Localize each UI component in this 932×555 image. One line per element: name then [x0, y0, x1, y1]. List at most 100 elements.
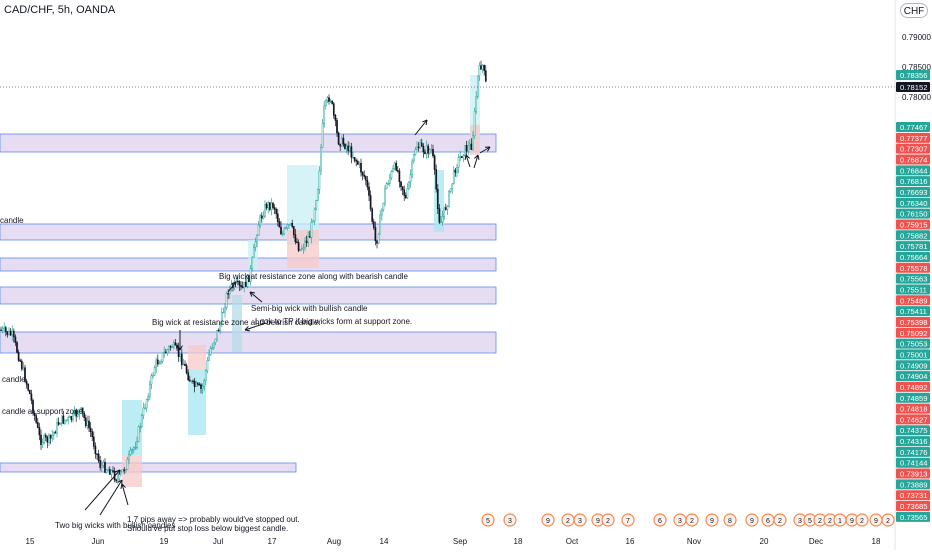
candle: [104, 458, 105, 473]
time-tick-label: Nov: [687, 537, 701, 546]
price-label-tag: 0.74859: [896, 393, 930, 403]
svg-text:0.73731: 0.73731: [900, 491, 927, 500]
event-marker-icon: 9: [870, 514, 882, 526]
price-label-tag: 0.73565: [896, 512, 930, 522]
candle: [359, 161, 360, 168]
price-label-tag: 0.77377: [896, 133, 930, 143]
price-label-tag: 0.76340: [896, 198, 930, 208]
candle: [117, 474, 118, 485]
candle: [480, 61, 481, 70]
time-tick-label: 15: [26, 537, 35, 546]
svg-text:0.74627: 0.74627: [900, 415, 927, 424]
candle: [44, 433, 45, 444]
candle: [324, 101, 325, 128]
svg-text:0.73913: 0.73913: [900, 470, 927, 479]
candle: [242, 282, 243, 289]
candle: [394, 162, 395, 170]
candle: [180, 354, 181, 362]
candle: [376, 241, 377, 249]
price-label-tag: 0.75664: [896, 252, 930, 262]
candle: [53, 431, 54, 440]
event-marker-icon: 2: [774, 514, 786, 526]
candle: [144, 404, 145, 410]
candle: [327, 96, 328, 103]
time-tick-label: Aug: [327, 537, 341, 546]
svg-text:3: 3: [798, 518, 802, 525]
candle: [184, 361, 185, 366]
annotation-3: Big wick at resistance zone along with b…: [219, 272, 409, 281]
candle: [458, 154, 459, 173]
candle: [8, 327, 9, 336]
svg-text:8: 8: [728, 518, 732, 525]
event-marker-icon: 1: [834, 514, 846, 526]
candle: [452, 183, 453, 194]
price-label-tag: 0.75489: [896, 295, 930, 305]
candle: [328, 94, 329, 104]
candle: [380, 210, 381, 234]
candle: [48, 433, 49, 446]
zones-layer: [0, 134, 496, 472]
candle: [447, 205, 448, 215]
price-label-tag: 0.75882: [896, 230, 930, 240]
event-marker-icon: 6: [654, 514, 666, 526]
candle: [389, 174, 390, 187]
currency-button[interactable]: CHF: [900, 3, 928, 18]
price-label-tag: 0.74909: [896, 360, 930, 370]
candle: [364, 170, 365, 179]
candle: [50, 435, 51, 445]
candle: [66, 419, 67, 422]
svg-text:0.74316: 0.74316: [900, 437, 927, 446]
candle: [226, 292, 227, 310]
event-marker-icon: 3: [504, 514, 516, 526]
candle: [271, 198, 272, 215]
candle: [37, 418, 38, 428]
candle: [404, 186, 405, 201]
svg-text:6: 6: [766, 518, 770, 525]
svg-text:0.76340: 0.76340: [900, 199, 927, 208]
price-label-tag: 0.74892: [896, 382, 930, 392]
event-marker-icon: 9: [746, 514, 758, 526]
price-label-tag: 0.74818: [896, 404, 930, 414]
candle: [264, 200, 265, 218]
candle: [445, 204, 446, 211]
candle: [405, 192, 406, 199]
price-label-tag: 0.77307: [896, 144, 930, 154]
svg-text:0.74375: 0.74375: [900, 426, 927, 435]
candle: [362, 171, 363, 180]
candle: [157, 354, 158, 366]
candle: [122, 470, 123, 473]
candle: [56, 418, 57, 437]
svg-text:5: 5: [808, 518, 812, 525]
price-label-tag: 0.75398: [896, 317, 930, 327]
candle: [381, 208, 382, 221]
zone-1: [0, 224, 496, 240]
zone-3: [0, 287, 496, 304]
candle: [407, 183, 408, 199]
candle: [399, 168, 400, 187]
svg-text:9: 9: [546, 518, 550, 525]
candle: [370, 191, 371, 212]
candle: [88, 416, 89, 432]
svg-text:2: 2: [828, 518, 832, 525]
price-label-tag: 0.75411: [896, 306, 930, 316]
candle: [148, 393, 149, 401]
candle: [378, 233, 379, 244]
candle: [223, 308, 224, 313]
candle: [474, 108, 475, 139]
candle: [28, 383, 29, 391]
candle: [45, 433, 46, 441]
arrow-drawing-9: [474, 155, 479, 168]
time-tick-label: Dec: [809, 537, 823, 546]
candle: [261, 212, 262, 222]
svg-text:0.76874: 0.76874: [900, 155, 927, 164]
candle: [152, 372, 153, 379]
candle: [367, 176, 368, 190]
candle: [280, 221, 281, 235]
candle: [47, 436, 48, 449]
price-label-tag: 0.73685: [896, 501, 930, 511]
svg-text:3: 3: [578, 518, 582, 525]
candle: [4, 322, 5, 332]
